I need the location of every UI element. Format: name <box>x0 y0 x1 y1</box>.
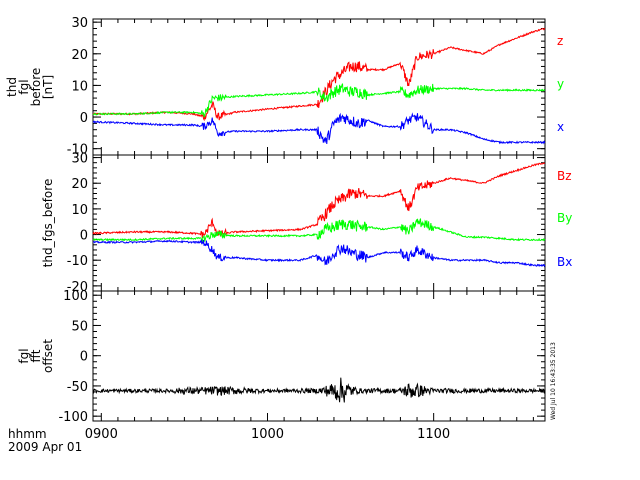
y-tick-label: -50 <box>67 380 88 395</box>
panel-fft-offset: -100 -50 0 50 100 0900 1000 1100 fgl fft offse… <box>8 289 557 454</box>
legend-z: z <box>557 34 563 48</box>
y-tick-label: 20 <box>71 48 88 63</box>
y-tick-label: 100 <box>63 289 88 304</box>
series-line-by <box>92 218 546 243</box>
y-tick-label: -10 <box>67 254 88 269</box>
panel1-ylabel-line3: before <box>29 68 43 107</box>
y-tick-label: 0 <box>80 350 88 365</box>
panel1-ylabel-line1: thd <box>5 77 19 97</box>
y-tick-label: -10 <box>67 143 88 158</box>
x-tick-label: 1000 <box>251 427 284 442</box>
panel3-ylabel-line3: offset <box>41 339 55 373</box>
y-tick-label: 50 <box>71 319 88 334</box>
x-tick-label: 0900 <box>85 427 118 442</box>
x-axis-label-units: hhmm <box>8 427 47 441</box>
panel3-series <box>92 377 546 403</box>
legend-by: By <box>557 211 572 225</box>
y-tick-label: 0 <box>80 229 88 244</box>
panel1-ylabel-line4: [nT] <box>41 75 55 99</box>
panel2-legend: Bz By Bx <box>557 169 572 269</box>
x-axis-label-date: 2009 Apr 01 <box>8 440 82 454</box>
y-tick-label: 0 <box>80 111 88 126</box>
panel2-y-ticks: -20 -10 0 10 20 30 <box>67 152 545 295</box>
series-line-bx <box>92 239 546 268</box>
y-tick-label: 30 <box>71 152 88 167</box>
panel3-ylabel-line1: fgl <box>17 348 31 363</box>
panel1-ylabel-line2: fgl <box>17 79 31 94</box>
x-tick-label: 1100 <box>417 427 450 442</box>
series-line-y <box>92 83 546 118</box>
panel3-ylabel: fgl fft offset <box>17 339 55 373</box>
panel2-frame <box>92 154 546 292</box>
series-line-z <box>92 27 546 122</box>
panel3-frame <box>92 290 546 422</box>
legend-bz: Bz <box>557 169 572 183</box>
panel1-y-ticks: -10 0 10 20 30 <box>67 16 545 158</box>
y-tick-label: 10 <box>71 79 88 94</box>
series-line-x <box>92 112 546 145</box>
y-tick-label: 30 <box>71 16 88 31</box>
y-tick-label: 20 <box>71 177 88 192</box>
y-tick-label: -100 <box>58 410 88 425</box>
legend-y: y <box>557 77 564 91</box>
panel1-legend: z y x <box>557 34 564 134</box>
legend-x: x <box>557 120 564 134</box>
series-line-bz <box>92 162 546 238</box>
x-axis-ticks: 0900 1000 1100 <box>85 427 450 442</box>
panel-fgs-before: -20 -10 0 10 20 30 Bz By Bx thd_fgs_before <box>41 152 572 295</box>
panel1-ylabel: thd fgl before [nT] <box>5 68 55 107</box>
panel-fgl-before: -10 0 10 20 30 z y x thd fgl before [nT] <box>5 16 564 158</box>
timestamp: Wed Jul 10 16:43:35 2013 <box>550 342 557 420</box>
panel3-ylabel-line2: fft <box>29 349 43 362</box>
y-tick-label: 10 <box>71 203 88 218</box>
panel1-series <box>92 27 546 145</box>
series-line-offset <box>92 377 546 403</box>
panel2-ylabel: thd_fgs_before <box>41 179 55 268</box>
y-tick-label: -20 <box>67 280 88 295</box>
panel3-y-ticks: -100 -50 0 50 100 <box>58 289 545 425</box>
legend-bx: Bx <box>557 255 572 269</box>
panel2-series <box>92 162 546 268</box>
